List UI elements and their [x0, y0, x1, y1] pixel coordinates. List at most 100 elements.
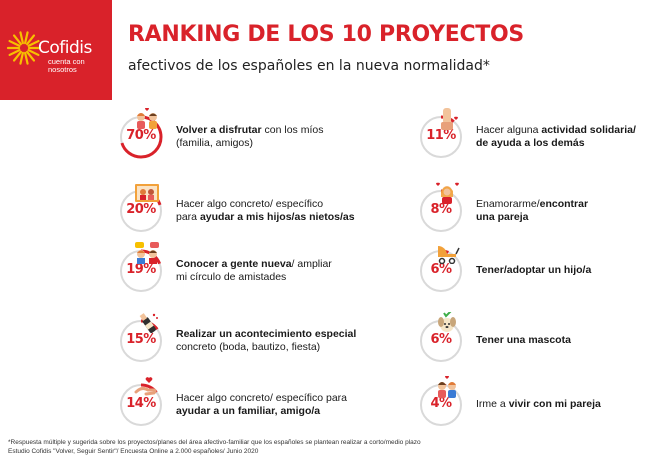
- brand-tagline: cuenta con nosotros: [48, 58, 98, 74]
- percentage-value: 6%: [430, 262, 452, 277]
- item-description: Irme a vivir con mi pareja: [476, 398, 650, 411]
- highlight-text: Tener/adoptar un hijo/a: [476, 264, 592, 276]
- percentage-value: 15%: [126, 332, 156, 347]
- highlight-text: vivir con mi pareja: [508, 398, 601, 410]
- plain-text: (familia, amigos): [176, 137, 254, 149]
- description-line: Hacer algo concreto/ específico para: [176, 392, 426, 405]
- raised-hand-heart-icon: [434, 108, 460, 130]
- percentage-badge: 15%: [118, 313, 164, 364]
- item-description: Enamorarme/encontrar una pareja: [476, 198, 650, 224]
- highlight-text: una pareja: [476, 211, 529, 223]
- progress-ring: [119, 383, 163, 427]
- percentage-value: 11%: [426, 128, 456, 143]
- percentage-value: 70%: [126, 128, 156, 143]
- percentage-badge: 20%: [118, 184, 164, 234]
- description-line: para ayudar a mis hijos/as nietos/as: [176, 211, 426, 224]
- highlight-text: ayudar a un familiar, amigo/a: [176, 405, 321, 417]
- chat-people-icon: [134, 242, 160, 264]
- highlight-text: Realizar un acontecimiento especial: [176, 328, 357, 340]
- highlight-text: actividad solidaria/: [541, 124, 636, 136]
- sun-logo-icon: [6, 31, 42, 65]
- description-line: (familia, amigos): [176, 137, 426, 150]
- plain-text: Enamorarme/: [476, 198, 540, 210]
- plain-text: concreto (boda, bautizo, fiesta): [176, 341, 321, 353]
- ranking-item: 19% Conocer a gente nueva/ ampliar mi círc…: [118, 236, 428, 296]
- ranking-item: 6% Tener/adoptar un hijo/a: [418, 236, 650, 296]
- item-description: Tener/adoptar un hijo/a: [476, 264, 650, 277]
- item-description: Realizar un acontecimiento especial concr…: [176, 328, 426, 354]
- ranking-item: 20% Hacer algo concreto/ específico para a…: [118, 176, 428, 236]
- item-description: Conocer a gente nueva/ ampliar mi círculo…: [176, 258, 426, 284]
- woman-hearts-icon: [434, 182, 460, 204]
- plain-text: Irme a: [476, 398, 509, 410]
- percentage-badge: 8%: [418, 182, 464, 234]
- helping-hands-icon: [134, 376, 160, 398]
- plain-text: Hacer alguna: [476, 124, 542, 136]
- percentage-badge: 6%: [418, 312, 464, 364]
- plain-text: Hacer algo concreto/ específico: [176, 198, 324, 210]
- plain-text: / ampliar: [291, 258, 332, 270]
- percentage-value: 19%: [126, 262, 156, 277]
- couple-home-icon: [434, 376, 460, 398]
- ranking-item: 11% Hacer alguna actividad solidaria/de a…: [418, 102, 650, 162]
- highlight-text: de ayuda a los demás: [476, 137, 585, 149]
- item-description: Hacer alguna actividad solidaria/de ayud…: [476, 124, 650, 150]
- footnote-line-2: Estudio Cofidis "Volver, Seguir Sentir"/…: [8, 448, 259, 455]
- description-line: Enamorarme/encontrar: [476, 198, 650, 211]
- ranking-item: 4% Irme a vivir con mi pareja: [418, 370, 650, 430]
- ranking-item: 14% Hacer algo concreto/ específico para a…: [118, 370, 428, 430]
- item-description: Tener una mascota: [476, 334, 650, 347]
- plain-text: con los míos: [261, 124, 324, 136]
- champagne-icon: [134, 312, 160, 334]
- description-line: Tener una mascota: [476, 334, 650, 347]
- plain-text: para: [176, 211, 200, 223]
- description-line: Hacer alguna actividad solidaria/: [476, 124, 650, 137]
- footnote: *Respuesta múltiple y sugerida sobre los…: [8, 438, 638, 456]
- description-line: ayudar a un familiar, amigo/a: [176, 405, 426, 418]
- percentage-value: 20%: [126, 202, 156, 217]
- ranking-item: 6% Tener una mascota: [418, 306, 650, 366]
- plain-text: Hacer algo concreto/ específico para: [176, 392, 348, 404]
- percentage-badge: 70%: [118, 108, 164, 160]
- footnote-line-1: *Respuesta múltiple y sugerida sobre los…: [8, 439, 421, 446]
- baby-stroller-icon: [434, 242, 460, 264]
- description-line: Conocer a gente nueva/ ampliar: [176, 258, 426, 271]
- couple-heart-icon: [134, 108, 160, 130]
- brand-tagline-2: nosotros: [48, 65, 77, 74]
- plain-text: mi círculo de amistades: [176, 271, 287, 283]
- description-line: concreto (boda, bautizo, fiesta): [176, 341, 426, 354]
- percentage-badge: 6%: [418, 246, 464, 294]
- highlight-text: Tener una mascota: [476, 334, 571, 346]
- brand-tagline-1: cuenta con: [48, 57, 85, 66]
- percentage-value: 8%: [430, 202, 452, 217]
- description-line: mi círculo de amistades: [176, 271, 426, 284]
- description-line: Realizar un acontecimiento especial: [176, 328, 426, 341]
- description-line: Hacer algo concreto/ específico: [176, 198, 426, 211]
- description-line: Volver a disfrutar con los míos: [176, 124, 426, 137]
- description-line: Irme a vivir con mi pareja: [476, 398, 650, 411]
- page-title: RANKING DE LOS 10 PROYECTOS: [128, 22, 524, 47]
- ranking-item: 70% Volver a disfrutar con los míos (famil…: [118, 102, 428, 162]
- progress-ring: [119, 319, 163, 363]
- ranking-item: 15% Realizar un acontecimiento especial co…: [118, 306, 428, 366]
- dog-check-icon: [434, 312, 460, 334]
- highlight-text: encontrar: [539, 198, 589, 210]
- brand-name: Cofidis: [38, 38, 92, 58]
- ranking-item: 8% Enamorarme/encontrar una pareja: [418, 176, 650, 236]
- percentage-value: 4%: [430, 396, 452, 411]
- item-description: Hacer algo concreto/ específico para ayud…: [176, 392, 426, 418]
- description-line: Tener/adoptar un hijo/a: [476, 264, 650, 277]
- description-line: de ayuda a los demás: [476, 137, 650, 150]
- highlight-text: Volver a disfrutar: [176, 124, 262, 136]
- highlight-text: Conocer a gente nueva: [176, 258, 292, 270]
- description-line: una pareja: [476, 211, 650, 224]
- brand-logo-box: Cofidis cuenta con nosotros: [0, 0, 112, 100]
- percentage-badge: 19%: [118, 242, 164, 294]
- percentage-badge: 11%: [418, 108, 464, 160]
- highlight-text: ayudar a mis hijos/as nietos/as: [199, 211, 355, 223]
- page-subtitle: afectivos de los españoles en la nueva n…: [128, 58, 490, 74]
- percentage-value: 14%: [126, 396, 156, 411]
- item-description: Hacer algo concreto/ específico para ayud…: [176, 198, 426, 224]
- family-photo-icon: [134, 182, 160, 204]
- percentage-badge: 14%: [118, 377, 164, 428]
